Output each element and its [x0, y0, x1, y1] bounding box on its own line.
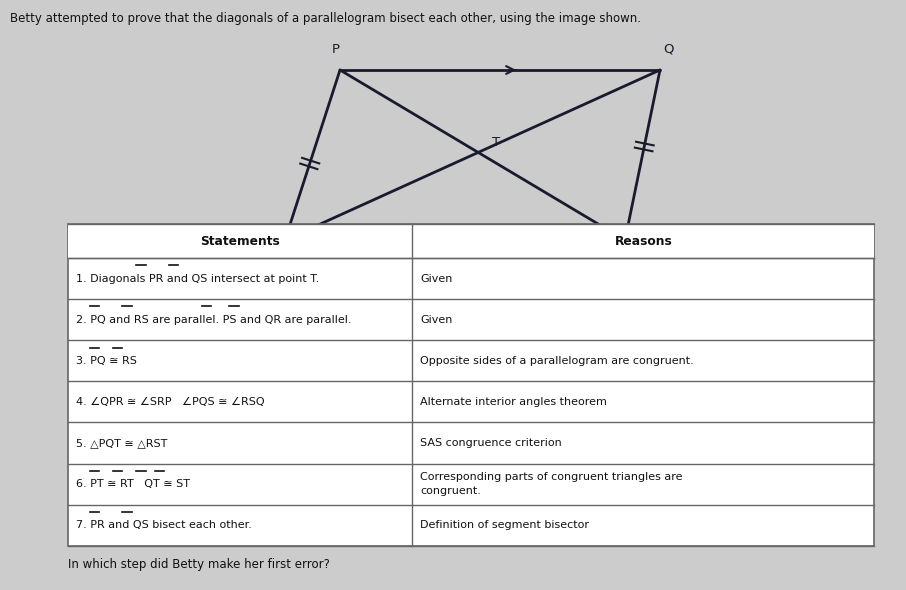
Bar [68, 224, 874, 546]
Text: Given: Given [420, 314, 453, 325]
Text: Opposite sides of a parallelogram are congruent.: Opposite sides of a parallelogram are co… [420, 356, 694, 366]
Text: S: S [263, 248, 271, 261]
Bar [68, 224, 874, 258]
Text: Alternate interior angles theorem: Alternate interior angles theorem [420, 397, 607, 407]
Text: Statements: Statements [200, 235, 280, 248]
Text: T: T [493, 136, 501, 149]
Text: In which step did Betty make her first error?: In which step did Betty make her first e… [68, 558, 330, 571]
Text: P: P [332, 43, 340, 56]
Text: 1. Diagonals PR and QS intersect at point T.: 1. Diagonals PR and QS intersect at poin… [76, 274, 319, 284]
Text: 4. ∠QPR ≅ ∠SRP   ∠PQS ≅ ∠RSQ: 4. ∠QPR ≅ ∠SRP ∠PQS ≅ ∠RSQ [76, 397, 265, 407]
Text: 6. PT ≅ RT   QT ≅ ST: 6. PT ≅ RT QT ≅ ST [76, 479, 190, 489]
Text: Betty attempted to prove that the diagonals of a parallelogram bisect each other: Betty attempted to prove that the diagon… [10, 12, 641, 25]
Text: Corresponding parts of congruent triangles are: Corresponding parts of congruent triangl… [420, 471, 683, 481]
Text: 2. PQ and RS are parallel. PS and QR are parallel.: 2. PQ and RS are parallel. PS and QR are… [76, 314, 352, 325]
Text: congruent.: congruent. [420, 487, 481, 496]
Text: 5. △PQT ≅ △RST: 5. △PQT ≅ △RST [76, 438, 168, 448]
Text: SAS congruence criterion: SAS congruence criterion [420, 438, 562, 448]
Text: R: R [639, 248, 648, 261]
Text: Definition of segment bisector: Definition of segment bisector [420, 520, 589, 530]
Text: Given: Given [420, 274, 453, 284]
Text: Q: Q [663, 43, 673, 56]
Text: Reasons: Reasons [614, 235, 672, 248]
Text: 7. PR and QS bisect each other.: 7. PR and QS bisect each other. [76, 520, 252, 530]
Text: 3. PQ ≅ RS: 3. PQ ≅ RS [76, 356, 137, 366]
